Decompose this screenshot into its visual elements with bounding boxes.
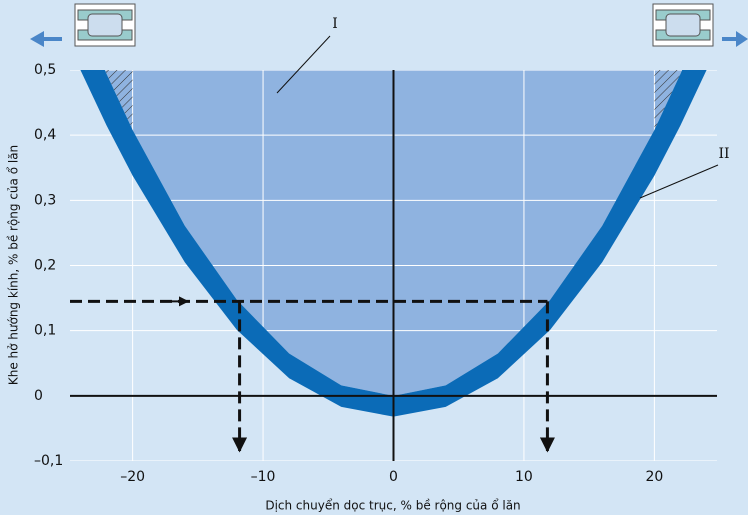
- y-tick-label: 0,2: [34, 258, 56, 274]
- y-axis-title: Khe hở hướng kính, % bề rộng của ổ lăn: [7, 145, 21, 385]
- bearing-icon-right: [653, 4, 748, 47]
- annotation: II: [718, 146, 729, 162]
- x-tick-label: 0: [389, 469, 398, 485]
- y-tick-label: –0,1: [34, 453, 63, 469]
- chart: Dịch chuyển dọc trục, % bề rộng của ổ lă…: [0, 0, 748, 515]
- annotation: I: [332, 16, 338, 32]
- y-tick-label: 0,4: [34, 127, 56, 143]
- y-tick-label: 0,5: [34, 62, 56, 78]
- y-tick-label: 0: [34, 388, 43, 404]
- x-tick-label: –20: [120, 469, 145, 485]
- y-tick-label: 0,1: [34, 323, 56, 339]
- x-tick-label: 20: [645, 469, 663, 485]
- x-tick-label: 10: [515, 469, 533, 485]
- x-tick-label: –10: [251, 469, 276, 485]
- y-tick-label: 0,3: [34, 192, 56, 208]
- bearing-icon-left: [30, 4, 135, 47]
- x-axis-title: Dịch chuyển dọc trục, % bề rộng của ổ lă…: [265, 499, 520, 513]
